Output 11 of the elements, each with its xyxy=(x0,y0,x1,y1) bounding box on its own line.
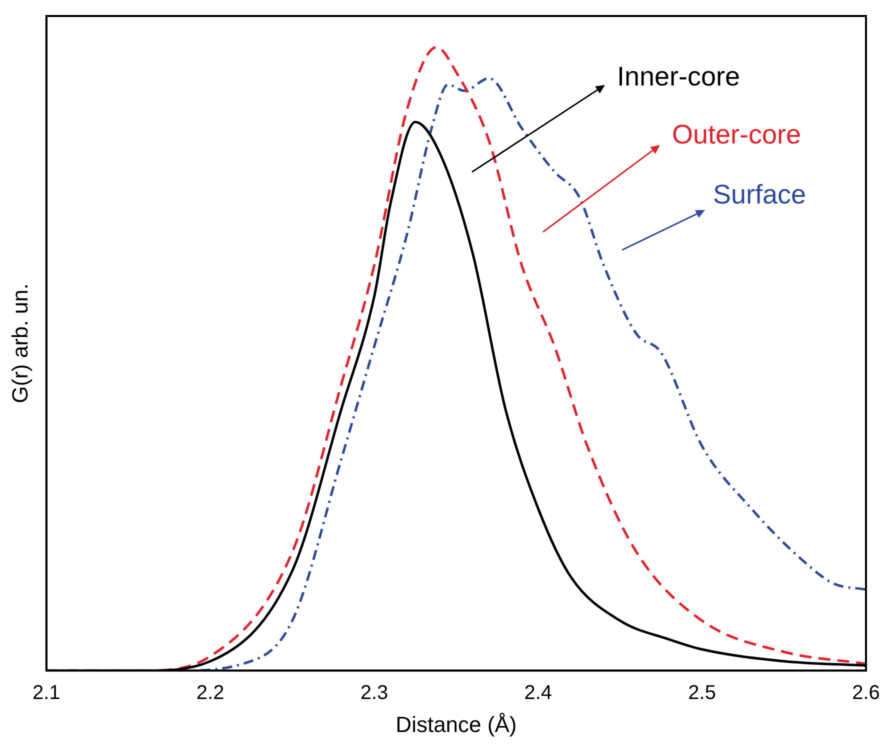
x-tick-label: 2.2 xyxy=(196,682,224,704)
legend-label: Inner-core xyxy=(617,61,740,92)
x-axis-title: Distance (Å) xyxy=(396,712,517,737)
y-axis-title: G(r) arb. un. xyxy=(7,283,32,404)
x-tick-label: 2.5 xyxy=(688,682,716,704)
text: Surface xyxy=(713,179,806,210)
legend-label: Outer-core xyxy=(672,119,802,150)
x-tick-label: 2.4 xyxy=(524,682,552,704)
x-tick-label: 2.6 xyxy=(852,682,880,704)
x-tick-label: 2.3 xyxy=(360,682,388,704)
x-tick-label: 2.1 xyxy=(32,682,60,704)
